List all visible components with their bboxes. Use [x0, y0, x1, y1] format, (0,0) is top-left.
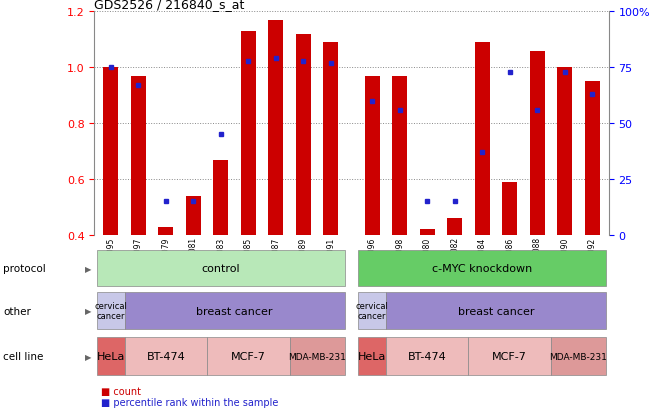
Text: ▶: ▶ [85, 306, 91, 315]
Text: breast cancer: breast cancer [197, 306, 273, 316]
Bar [97, 337, 124, 375]
Text: ■ count: ■ count [101, 387, 141, 396]
Bar [97, 292, 124, 330]
Bar [97, 251, 344, 286]
Text: MCF-7: MCF-7 [492, 351, 527, 361]
Bar [386, 337, 469, 375]
Text: HeLa: HeLa [97, 351, 125, 361]
Bar [296, 35, 311, 235]
Bar [585, 82, 600, 235]
Bar [324, 43, 339, 235]
Text: control: control [202, 263, 240, 273]
Bar [557, 68, 572, 235]
Bar [268, 21, 283, 235]
Text: cell line: cell line [3, 351, 44, 361]
Text: protocol: protocol [3, 263, 46, 273]
Bar [131, 76, 146, 235]
Text: ▶: ▶ [85, 352, 91, 361]
Bar [530, 52, 545, 235]
Bar [551, 337, 606, 375]
Bar [214, 160, 229, 235]
Text: cervical
cancer: cervical cancer [355, 301, 389, 320]
Text: other: other [3, 306, 31, 316]
Bar [469, 337, 551, 375]
Text: c-MYC knockdown: c-MYC knockdown [432, 263, 533, 273]
Bar [124, 337, 207, 375]
Bar [359, 337, 386, 375]
Text: ■ percentile rank within the sample: ■ percentile rank within the sample [101, 397, 278, 407]
Bar [290, 337, 344, 375]
Bar [186, 197, 201, 235]
Bar [359, 292, 386, 330]
Bar [475, 43, 490, 235]
Bar [207, 337, 290, 375]
Text: MCF-7: MCF-7 [231, 351, 266, 361]
Text: ▶: ▶ [85, 264, 91, 273]
Bar [365, 76, 380, 235]
Bar [392, 76, 408, 235]
Bar [386, 292, 606, 330]
Text: BT-474: BT-474 [146, 351, 186, 361]
Bar [104, 68, 118, 235]
Bar [502, 183, 518, 235]
Bar [447, 219, 462, 235]
Text: breast cancer: breast cancer [458, 306, 534, 316]
Bar [241, 32, 256, 235]
Text: cervical
cancer: cervical cancer [94, 301, 128, 320]
Text: MDA-MB-231: MDA-MB-231 [549, 352, 607, 361]
Bar [124, 292, 344, 330]
Text: HeLa: HeLa [358, 351, 386, 361]
Bar [359, 251, 606, 286]
Text: MDA-MB-231: MDA-MB-231 [288, 352, 346, 361]
Text: GDS2526 / 216840_s_at: GDS2526 / 216840_s_at [94, 0, 245, 11]
Bar [420, 230, 435, 235]
Bar [158, 227, 173, 235]
Text: BT-474: BT-474 [408, 351, 447, 361]
